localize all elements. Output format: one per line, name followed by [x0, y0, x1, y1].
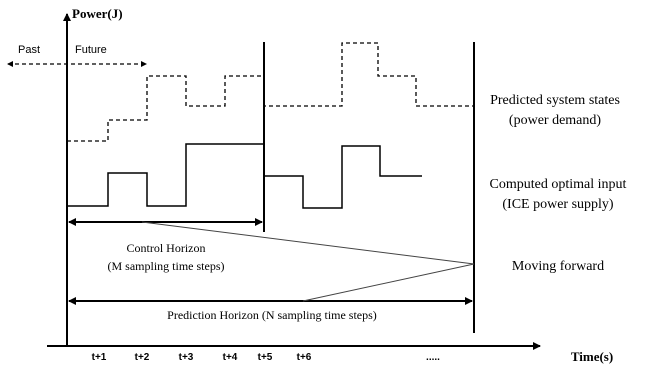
future-label: Future	[75, 44, 107, 56]
computed-input-label: Computed optimal input	[490, 177, 627, 192]
predicted-states-label: Predicted system states	[490, 93, 620, 108]
time-tick-label: t+4	[223, 352, 238, 363]
time-tick-label: t+5	[258, 352, 273, 363]
time-tick-label: t+2	[135, 352, 150, 363]
moving-forward-line-upper	[141, 221, 475, 265]
moving-forward-line-lower	[302, 263, 475, 302]
computed-optimal-input-curve	[67, 143, 264, 207]
time-tick-label: t+6	[297, 352, 312, 363]
moving-forward-label: Moving forward	[512, 259, 604, 274]
time-tick-label: t+3	[179, 352, 194, 363]
control-horizon-label: Control Horizon	[127, 241, 206, 255]
y-axis-label: Power(J)	[72, 6, 123, 21]
time-tick-ellipsis: .....	[426, 352, 440, 363]
past-label: Past	[18, 44, 40, 56]
prediction-horizon-label: Prediction Horizon (N sampling time step…	[167, 308, 377, 322]
predicted-states-sublabel: (power demand)	[509, 113, 601, 128]
x-axis-label: Time(s)	[571, 349, 613, 364]
computed-optimal-input-curve-continued	[264, 145, 422, 209]
control-horizon-sublabel: (M sampling time steps)	[108, 259, 225, 273]
computed-input-sublabel: (ICE power supply)	[502, 197, 614, 212]
predicted-power-demand-curve	[67, 42, 474, 142]
time-tick-label: t+1	[92, 352, 107, 363]
